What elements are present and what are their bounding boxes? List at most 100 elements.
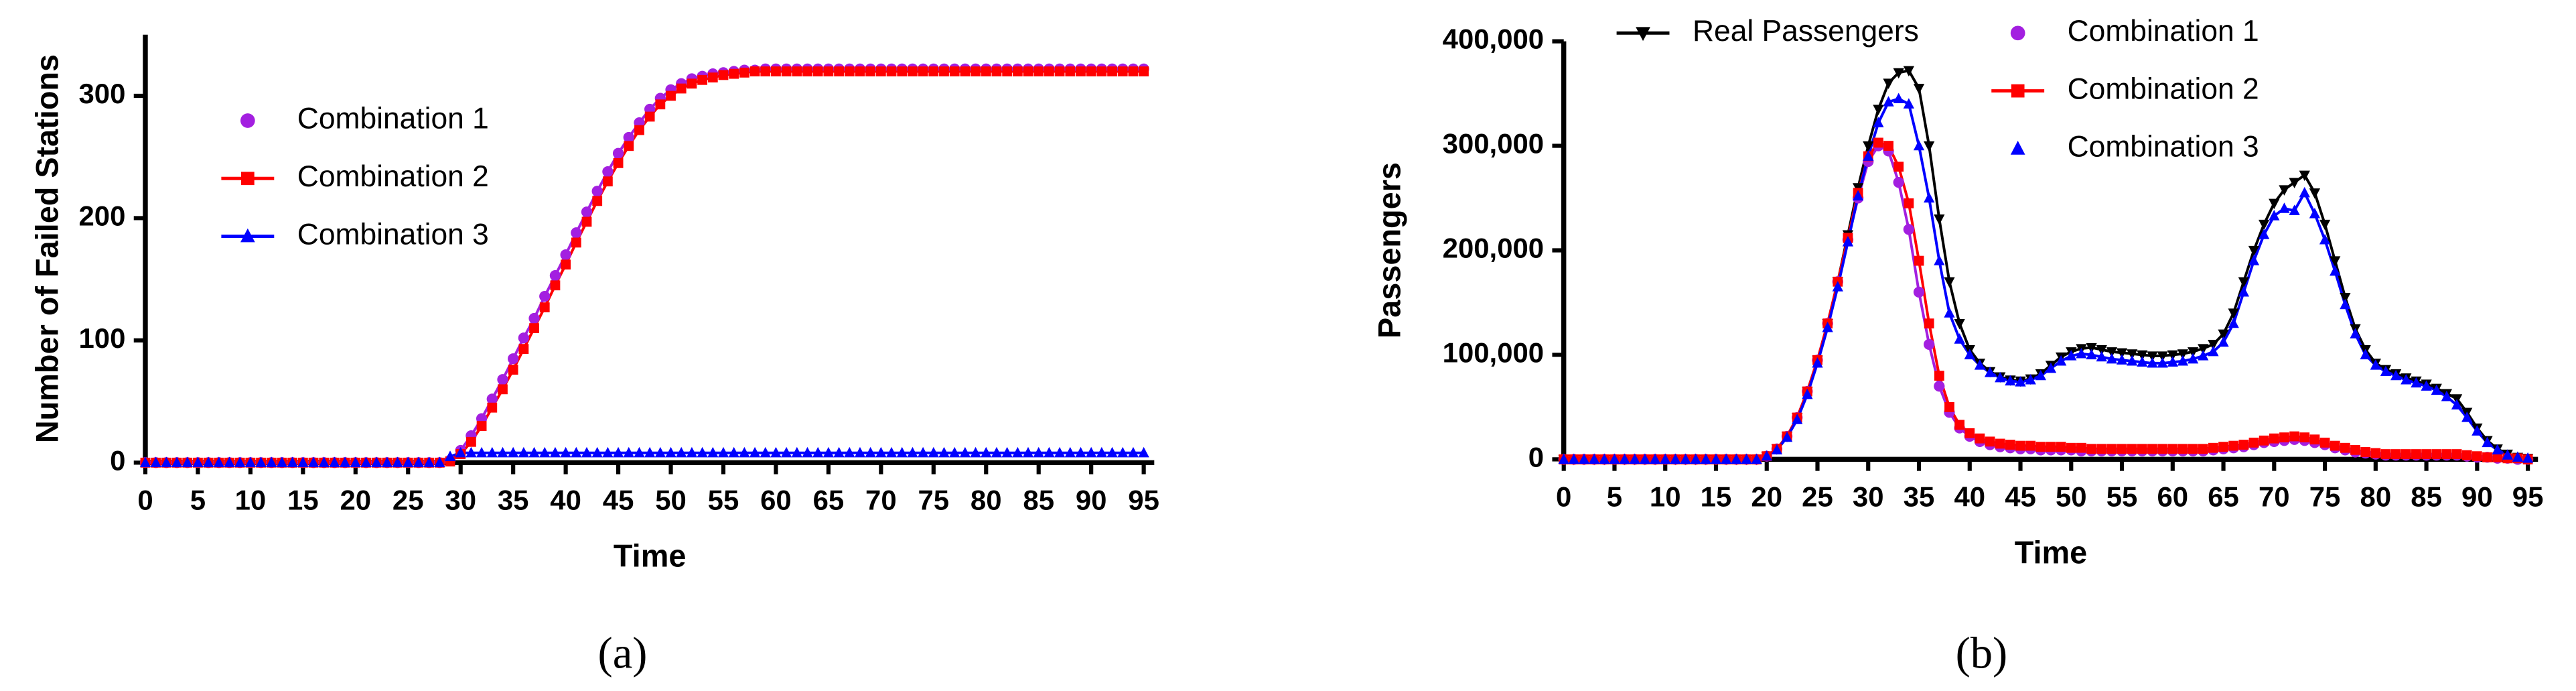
data-point: [1852, 190, 1864, 201]
data-point: [634, 446, 645, 458]
data-point: [2015, 440, 2025, 451]
data-point: [2208, 340, 2219, 351]
data-point: [2330, 256, 2341, 267]
data-point: [1001, 446, 1013, 458]
data-point: [2309, 434, 2320, 445]
data-point: [1913, 139, 1925, 151]
data-point: [2360, 349, 2371, 360]
data-point: [508, 353, 519, 365]
data-point: [624, 141, 634, 151]
data-point: [2289, 178, 2300, 189]
data-point: [2421, 380, 2432, 391]
x-tick-label: 70: [865, 485, 897, 516]
data-point: [381, 456, 393, 467]
data-point: [571, 446, 582, 458]
data-point: [2350, 328, 2361, 338]
data-point: [2188, 444, 2198, 454]
data-point: [1903, 224, 1914, 235]
data-point: [203, 456, 214, 467]
x-tick-label: 30: [1853, 481, 1884, 513]
data-point: [529, 323, 539, 334]
x-tick-label: 35: [1904, 481, 1935, 513]
data-point: [1822, 322, 1833, 332]
x-tick-label: 80: [971, 485, 1002, 516]
data-point: [1639, 453, 1651, 464]
data-point: [739, 446, 750, 458]
data-point: [2248, 245, 2260, 257]
data-point: [1873, 137, 1883, 148]
data-point: [760, 66, 771, 76]
data-point: [1064, 446, 1076, 458]
data-point: [571, 237, 581, 248]
legend-marker: [2010, 141, 2025, 155]
data-point: [2076, 347, 2087, 359]
data-point: [2411, 449, 2421, 459]
data-point: [855, 66, 865, 76]
data-point: [2228, 317, 2239, 328]
data-point: [1832, 281, 1843, 292]
data-point: [455, 446, 466, 458]
data-point: [1924, 338, 1935, 350]
data-point: [2127, 349, 2138, 360]
data-point: [1842, 236, 1854, 247]
data-point: [2055, 355, 2067, 366]
data-point: [2066, 350, 2077, 361]
data-point: [2228, 440, 2239, 451]
data-point: [1660, 453, 1671, 464]
data-point: [1670, 453, 1681, 464]
data-point: [1934, 381, 1945, 392]
data-point: [549, 446, 561, 458]
data-point: [697, 74, 708, 85]
data-point: [2167, 356, 2178, 367]
legend-marker: [1636, 27, 1650, 42]
data-point: [2482, 436, 2493, 448]
data-point: [2319, 219, 2331, 231]
data-point: [2177, 444, 2188, 454]
data-point: [2370, 359, 2381, 370]
data-point: [466, 446, 477, 458]
legend-label: Combination 2: [2068, 72, 2259, 105]
data-point: [613, 158, 624, 168]
data-point: [2492, 452, 2503, 462]
x-tick-label: 45: [2005, 481, 2036, 513]
data-point: [991, 66, 1002, 76]
data-point: [1033, 66, 1044, 76]
data-point: [224, 456, 235, 467]
data-point: [1985, 436, 1995, 447]
data-point: [498, 384, 508, 395]
data-point: [2096, 444, 2107, 454]
data-point: [2086, 342, 2097, 354]
x-tick-label: 10: [1650, 481, 1681, 513]
series-line: [1563, 143, 2528, 461]
legend-label: Combination 2: [297, 160, 489, 193]
x-tick-label: 65: [2208, 481, 2239, 513]
data-point: [812, 66, 823, 76]
data-point: [2269, 433, 2279, 444]
legend-marker: [240, 228, 255, 243]
data-point: [486, 393, 498, 405]
data-point: [602, 176, 613, 187]
data-point: [497, 374, 508, 385]
data-point: [1944, 277, 1955, 288]
caption: (b): [1956, 629, 2008, 678]
x-tick-label: 70: [2259, 481, 2290, 513]
data-point: [150, 456, 161, 467]
data-point: [276, 456, 288, 467]
data-point: [1924, 318, 1934, 329]
data-point: [360, 456, 372, 467]
data-point: [1954, 333, 1965, 344]
data-point: [1012, 66, 1023, 76]
data-point: [634, 125, 644, 135]
data-point: [1096, 66, 1107, 76]
data-point: [2035, 369, 2046, 381]
data-point: [1893, 162, 1904, 172]
data-point: [591, 446, 603, 458]
data-point: [834, 66, 844, 76]
data-point: [1107, 66, 1117, 76]
data-point: [1792, 414, 1803, 424]
data-point: [2512, 451, 2524, 462]
data-point: [1578, 453, 1590, 464]
data-point: [1075, 446, 1086, 458]
data-point: [749, 66, 760, 76]
legend-marker: [240, 172, 255, 186]
